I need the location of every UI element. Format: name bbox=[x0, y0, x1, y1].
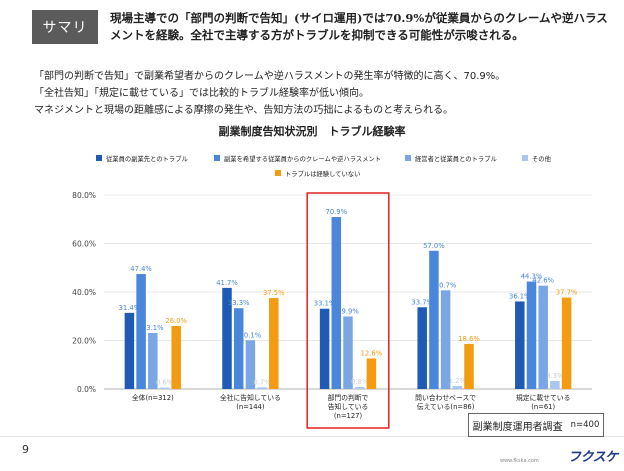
bar-1-1 bbox=[124, 312, 135, 389]
y-tick-label-1: 20.0% bbox=[72, 337, 96, 346]
data-label-2-3: 20.1% bbox=[240, 331, 262, 339]
category-label-4-1: 問い合わせベースで bbox=[415, 393, 476, 402]
data-label-1-3: 23.1% bbox=[142, 324, 164, 332]
bar-4-5 bbox=[464, 343, 474, 389]
data-label-4-2: 57.0% bbox=[423, 242, 445, 250]
source-sample-size: n=400 bbox=[570, 420, 600, 430]
legend-label-2: 副業を希望する従業員からのクレームや逆ハラスメント bbox=[224, 154, 381, 163]
data-label-3-2: 70.9% bbox=[326, 208, 348, 216]
data-label-2-1: 41.7% bbox=[216, 279, 238, 287]
data-label-3-1: 33.1% bbox=[314, 300, 336, 308]
data-label-3-4: 0.8% bbox=[351, 378, 369, 386]
legend-label-1: 従業員の副業先とのトラブル bbox=[106, 154, 188, 163]
data-label-4-5: 18.6% bbox=[458, 335, 480, 343]
category-label-1-1: 全体(n=312) bbox=[132, 393, 174, 402]
data-label-1-4: 0.6% bbox=[156, 379, 174, 387]
bar-5-3 bbox=[538, 285, 548, 389]
data-label-4-4: 1.2% bbox=[449, 377, 467, 385]
data-label-5-1: 36.1% bbox=[509, 292, 531, 300]
data-label-2-4: 0.7% bbox=[253, 378, 271, 386]
legend-label-5: トラブルは経験していない bbox=[285, 169, 360, 178]
description-line-2: 「全社告知」「規定に載せている」では比較的トラブル経験率が低い傾向。 bbox=[34, 88, 369, 99]
legend-swatch-4 bbox=[522, 155, 528, 161]
category-label-3-2: 告知している bbox=[328, 402, 369, 411]
category-label-4-2: 伝えている(n=86) bbox=[417, 402, 475, 411]
description-line-1: 「部門の判断で告知」で副業希望者からのクレームや逆ハラスメントの発生率が特徴的に… bbox=[34, 71, 506, 82]
data-label-1-5: 26.0% bbox=[165, 317, 187, 325]
data-label-5-4: 3.3% bbox=[546, 372, 564, 380]
y-tick-label-4: 80.0% bbox=[72, 191, 96, 200]
category-label-2-1: 全社に告知している bbox=[220, 393, 281, 402]
summary-text: 現場主導での「部門の判断で告知」(サイロ運用)では70.9%が従業員からのクレー… bbox=[110, 11, 608, 42]
bar-5-1 bbox=[515, 301, 525, 389]
bar-1-2 bbox=[136, 274, 146, 389]
category-label-5-1: 規定に載せている bbox=[516, 393, 570, 402]
chart-title: 副業制度告知状況別 トラブル経験率 bbox=[219, 124, 406, 138]
bar-5-2 bbox=[526, 281, 537, 389]
bar-1-4 bbox=[159, 387, 170, 389]
highlight-box bbox=[306, 192, 390, 429]
data-label-3-5: 12.6% bbox=[361, 349, 383, 357]
data-label-4-1: 33.7% bbox=[411, 298, 433, 306]
footer-divider bbox=[0, 436, 624, 437]
bar-5-4 bbox=[550, 380, 560, 389]
data-label-2-5: 37.5% bbox=[263, 289, 285, 297]
y-tick-label-0: 0.0% bbox=[77, 385, 96, 394]
bar-3-2 bbox=[331, 217, 342, 389]
source-box: 副業制度運用者調査 n=400 bbox=[468, 413, 604, 437]
bar-3-3 bbox=[343, 316, 353, 389]
data-label-2-2: 33.3% bbox=[228, 299, 250, 307]
bar-3-5 bbox=[366, 358, 377, 389]
page-number: 9 bbox=[22, 443, 29, 456]
category-label-5-2: (n=61) bbox=[531, 403, 555, 411]
bar-4-3 bbox=[440, 290, 451, 389]
data-label-5-2: 44.3% bbox=[521, 273, 543, 281]
category-label-3-3: (n=127) bbox=[334, 412, 363, 420]
summary-tag: サマリ bbox=[32, 10, 98, 44]
description-line-3: マネジメントと現場の距離感による摩擦の発生や、告知方法の巧拙によるものと考えられ… bbox=[34, 105, 454, 116]
legend-swatch-1 bbox=[96, 155, 102, 161]
legend-label-4: その他 bbox=[532, 154, 552, 163]
bar-3-1 bbox=[319, 308, 330, 389]
data-label-1-1: 31.4% bbox=[119, 304, 141, 312]
category-label-2-2: (n=144) bbox=[236, 403, 265, 411]
bar-2-4 bbox=[257, 387, 267, 389]
footer-url: www.fkska.com bbox=[500, 458, 539, 464]
bar-2-3 bbox=[245, 340, 256, 389]
y-tick-label-2: 40.0% bbox=[72, 288, 96, 297]
source-label: 副業制度運用者調査 bbox=[472, 421, 563, 433]
category-label-3-1: 部門の判断で bbox=[328, 393, 369, 402]
legend-swatch-5 bbox=[275, 170, 281, 176]
bar-4-2 bbox=[429, 250, 439, 389]
legend-swatch-2 bbox=[214, 155, 220, 161]
bar-2-2 bbox=[233, 308, 244, 389]
bar-1-3 bbox=[148, 332, 158, 389]
legend-label-3: 経営者と従業員とのトラブル bbox=[415, 154, 497, 163]
data-label-3-3: 29.9% bbox=[337, 307, 359, 315]
bar-4-4 bbox=[452, 386, 463, 389]
footer-logo: フクスケ bbox=[568, 450, 618, 465]
bar-1-5 bbox=[171, 325, 181, 389]
data-label-4-3: 40.7% bbox=[435, 281, 457, 289]
bar-2-1 bbox=[222, 287, 232, 389]
bar-3-4 bbox=[354, 387, 365, 389]
legend-swatch-3 bbox=[405, 155, 411, 161]
data-label-1-2: 47.4% bbox=[130, 265, 152, 273]
bar-4-1 bbox=[417, 307, 427, 389]
bar-5-5 bbox=[561, 297, 572, 389]
bar-2-5 bbox=[269, 298, 279, 389]
y-tick-label-3: 60.0% bbox=[72, 240, 96, 249]
data-label-5-3: 42.6% bbox=[532, 277, 554, 285]
data-label-5-5: 37.7% bbox=[556, 289, 578, 297]
